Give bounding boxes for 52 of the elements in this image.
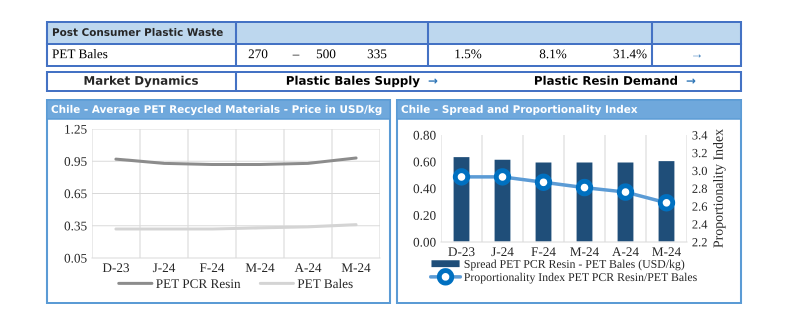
y2-tick-label: 3.4: [692, 131, 708, 140]
legend-label: PET PCR Resin: [156, 279, 240, 288]
y-tick-label: 0.35: [64, 222, 87, 231]
legend-label: Spread PET PCR Resin - PET Bales (USD/kg): [464, 260, 684, 270]
y2-tick-label: 2.4: [692, 220, 708, 229]
x-tick-label: M-24: [342, 263, 370, 272]
text: 270: [248, 49, 268, 58]
y-tick-label: 0.95: [64, 157, 87, 166]
text: 31.4%: [614, 49, 647, 58]
x-tick-label: F-24: [531, 247, 556, 256]
chart-title: Chile - Average PET Recycled Materials - Price in USD/kg: [52, 104, 382, 116]
y2-tick-label: 3.2: [692, 148, 707, 158]
y-tick-label: 0.20: [414, 211, 436, 220]
x-tick-label: D-23: [102, 263, 130, 272]
y2-axis-title: Proportionality Index: [713, 129, 726, 248]
x-tick-label: J-24: [491, 247, 514, 256]
text: Post Consumer Plastic Waste: [52, 28, 223, 36]
line-series: [114, 156, 358, 166]
y2-tick-label: 2.8: [692, 184, 708, 194]
y-tick-label: 1.25: [65, 124, 87, 134]
text: Plastic Resin Demand: [534, 76, 678, 85]
x-tick-label: A-24: [612, 247, 639, 256]
text: 335: [368, 49, 386, 58]
text: →: [693, 54, 701, 58]
text: Plastic Bales Supply: [286, 76, 420, 88]
y2-tick-label: 3.0: [692, 166, 708, 176]
chart-title: Chile - Spread and Proportionality Index: [402, 104, 638, 116]
y-tick-label: 0.00: [414, 238, 436, 247]
y2-tick-label: 2.6: [692, 202, 708, 211]
x-tick-label: F-24: [200, 263, 224, 272]
text: →: [686, 78, 696, 84]
text: 8.1%: [540, 49, 566, 58]
text: →: [428, 78, 438, 84]
x-tick-label: M-24: [570, 247, 599, 256]
y-tick-label: 0.40: [414, 184, 436, 194]
text: –: [292, 54, 300, 56]
x-tick-label: M-24: [652, 247, 681, 256]
y-tick-label: 0.80: [414, 130, 436, 140]
legend-label: PET Bales: [298, 278, 353, 288]
legend-label: Proportionality Index PET PCR Resin/PET Bales: [464, 272, 697, 284]
y-tick-label: 0.60: [414, 158, 436, 167]
x-tick-label: D-23: [448, 247, 475, 256]
y2-tick-label: 2.2: [692, 238, 707, 247]
text: Market Dynamics: [84, 76, 198, 88]
x-tick-label: J-24: [152, 263, 176, 272]
x-tick-label: M-24: [246, 263, 274, 272]
y-tick-label: 0.05: [64, 254, 87, 263]
text: 500: [316, 49, 336, 58]
x-tick-label: A-24: [294, 263, 322, 272]
text: PET Bales: [52, 49, 108, 58]
y-tick-label: 0.65: [64, 189, 87, 198]
text: 1.5%: [455, 49, 482, 58]
